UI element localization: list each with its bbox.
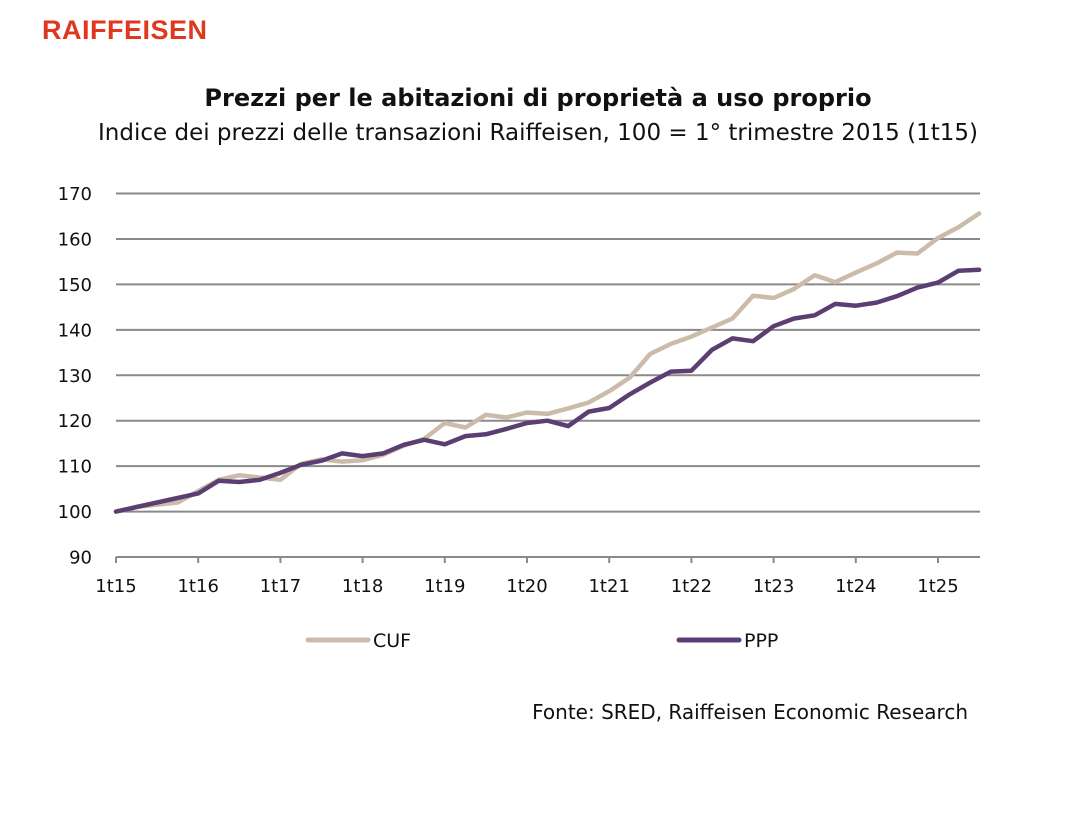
y-tick-label: 170 — [58, 184, 92, 205]
legend-label: PPP — [744, 630, 778, 652]
chart-subtitle: Indice dei prezzi delle transazioni Raif… — [98, 120, 978, 146]
legend-label: CUF — [373, 630, 411, 652]
y-tick-label: 160 — [58, 229, 92, 250]
x-tick-label: 1t22 — [671, 576, 712, 597]
x-tick-label: 1t16 — [177, 576, 218, 597]
y-tick-label: 150 — [58, 275, 92, 296]
x-tick-label: 1t20 — [506, 576, 547, 597]
series-line-ppp — [113, 267, 982, 514]
x-tick-label: 1t23 — [753, 576, 794, 597]
y-tick-label: 90 — [69, 548, 92, 569]
x-tick-label: 1t19 — [424, 576, 465, 597]
legend-item-cuf: CUF — [305, 630, 411, 652]
y-tick-label: 100 — [58, 502, 92, 523]
x-tick-label: 1t25 — [917, 576, 958, 597]
y-tick-label: 120 — [58, 411, 92, 432]
x-tick-label: 1t21 — [588, 576, 629, 597]
chart-title: Prezzi per le abitazioni di proprietà a … — [204, 84, 872, 112]
x-tick-label: 1t24 — [835, 576, 876, 597]
y-tick-label: 140 — [58, 320, 92, 341]
x-tick-label: 1t17 — [260, 576, 301, 597]
source-note: Fonte: SRED, Raiffeisen Economic Researc… — [532, 700, 968, 724]
x-tick-label: 1t15 — [95, 576, 136, 597]
y-tick-label: 130 — [58, 366, 92, 387]
y-tick-label: 110 — [58, 457, 92, 478]
raiffeisen-logo: RAIFFEISEN — [42, 15, 208, 45]
x-tick-label: 1t18 — [342, 576, 383, 597]
legend-item-ppp: PPP — [676, 630, 778, 652]
